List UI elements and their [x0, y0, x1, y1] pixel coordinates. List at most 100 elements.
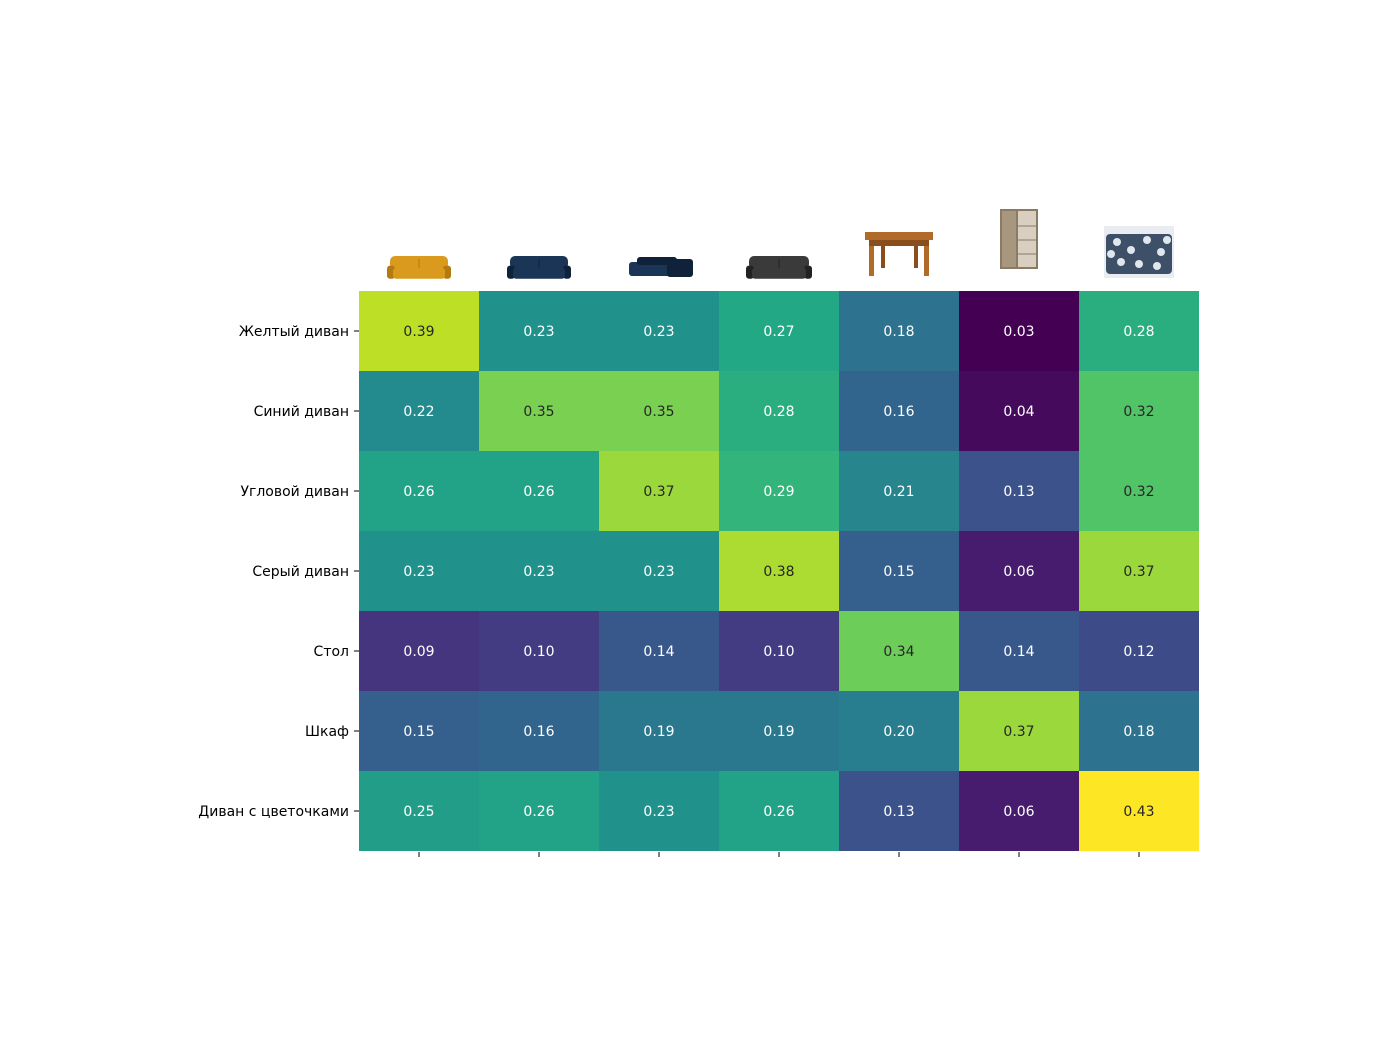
row-label-5: Шкаф [305, 724, 349, 740]
heatmap-cell-r1-c0 [359, 371, 479, 451]
heatmap-cell-r5-c0 [359, 691, 479, 771]
cell-value-r2-c3: 0.29 [763, 484, 794, 500]
heatmap-cell-r4-c4 [839, 611, 959, 691]
heatmap-cell-r6-c6 [1079, 771, 1199, 851]
heatmap-cell-r3-c1 [479, 531, 599, 611]
heatmap-cell-r6-c5 [959, 771, 1079, 851]
heatmap-cell-r0-c0 [359, 291, 479, 371]
cell-value-r2-c2: 0.37 [643, 484, 674, 500]
cell-value-r6-c3: 0.26 [763, 804, 794, 820]
cell-value-r0-c2: 0.23 [643, 324, 674, 340]
heatmap-cell-r0-c4 [839, 291, 959, 371]
heatmap-cell-r0-c6 [1079, 291, 1199, 371]
heatmap-cell-r6-c1 [479, 771, 599, 851]
cell-value-r5-c1: 0.16 [523, 724, 554, 740]
cell-value-r6-c4: 0.13 [883, 804, 914, 820]
cell-value-r1-c2: 0.35 [643, 404, 674, 420]
cell-value-r4-c3: 0.10 [763, 644, 794, 660]
cell-value-r5-c6: 0.18 [1123, 724, 1154, 740]
cell-value-r0-c5: 0.03 [1003, 324, 1034, 340]
cell-value-r1-c3: 0.28 [763, 404, 794, 420]
cell-value-r2-c6: 0.32 [1123, 484, 1154, 500]
row-label-1: Синий диван [254, 404, 349, 420]
heatmap-cell-r1-c3 [719, 371, 839, 451]
cell-value-r4-c2: 0.14 [643, 644, 674, 660]
heatmap-cell-r4-c1 [479, 611, 599, 691]
cell-value-r3-c5: 0.06 [1003, 564, 1034, 580]
cell-value-r1-c6: 0.32 [1123, 404, 1154, 420]
wardrobe-image [1000, 209, 1038, 269]
heatmap-cell-r3-c5 [959, 531, 1079, 611]
heatmap-cell-r1-c6 [1079, 371, 1199, 451]
heatmap-cell-r2-c4 [839, 451, 959, 531]
cell-value-r1-c0: 0.22 [403, 404, 434, 420]
cell-value-r0-c6: 0.28 [1123, 324, 1154, 340]
cell-value-r6-c1: 0.26 [523, 804, 554, 820]
heatmap-cells: 0.39 0.23 0.23 0.27 0.18 0.03 0.28 0.22 0.35 0.35… [359, 291, 1199, 851]
cell-value-r5-c3: 0.19 [763, 724, 794, 740]
heatmap-cell-r2-c1 [479, 451, 599, 531]
cell-value-r1-c1: 0.35 [523, 404, 554, 420]
cell-value-r0-c1: 0.23 [523, 324, 554, 340]
blue-sofa-image [507, 256, 571, 279]
heatmap-cell-r4-c2 [599, 611, 719, 691]
heatmap-cell-r3-c2 [599, 531, 719, 611]
column-images [387, 209, 1174, 279]
row-label-3: Серый диван [252, 564, 349, 580]
cell-value-r6-c0: 0.25 [403, 804, 434, 820]
heatmap-cell-r5-c1 [479, 691, 599, 771]
heatmap-cell-r6-c3 [719, 771, 839, 851]
heatmap-cell-r2-c6 [1079, 451, 1199, 531]
heatmap-cell-r6-c2 [599, 771, 719, 851]
cell-value-r2-c1: 0.26 [523, 484, 554, 500]
cell-value-r3-c2: 0.23 [643, 564, 674, 580]
cell-value-r0-c3: 0.27 [763, 324, 794, 340]
row-label-0: Желтый диван [239, 324, 349, 340]
heatmap-cell-r1-c4 [839, 371, 959, 451]
heatmap-cell-r0-c5 [959, 291, 1079, 371]
row-label-2: Угловой диван [240, 484, 349, 500]
cell-value-r6-c5: 0.06 [1003, 804, 1034, 820]
cell-value-r3-c3: 0.38 [763, 564, 794, 580]
cell-value-r0-c4: 0.18 [883, 324, 914, 340]
cell-value-r4-c5: 0.14 [1003, 644, 1034, 660]
cell-value-r5-c0: 0.15 [403, 724, 434, 740]
floral-sofa-image [1104, 226, 1174, 278]
heatmap-cell-r3-c4 [839, 531, 959, 611]
cell-value-r5-c5: 0.37 [1003, 724, 1034, 740]
heatmap-cell-r0-c3 [719, 291, 839, 371]
cell-value-r4-c6: 0.12 [1123, 644, 1154, 660]
heatmap-cell-r1-c5 [959, 371, 1079, 451]
cell-value-r3-c1: 0.23 [523, 564, 554, 580]
cell-value-r0-c0: 0.39 [403, 324, 434, 340]
cell-value-r4-c0: 0.09 [403, 644, 434, 660]
cell-value-r6-c6: 0.43 [1123, 804, 1154, 820]
heatmap-cell-r2-c2 [599, 451, 719, 531]
grey-sofa-image [746, 256, 812, 279]
heatmap-cell-r2-c0 [359, 451, 479, 531]
heatmap-cell-r5-c4 [839, 691, 959, 771]
heatmap-cell-r1-c1 [479, 371, 599, 451]
heatmap-cell-r2-c3 [719, 451, 839, 531]
heatmap-cell-r4-c6 [1079, 611, 1199, 691]
heatmap-cell-r5-c5 [959, 691, 1079, 771]
cell-value-r4-c4: 0.34 [883, 644, 914, 660]
heatmap-cell-r4-c3 [719, 611, 839, 691]
heatmap-cell-r2-c5 [959, 451, 1079, 531]
heatmap-cell-r3-c0 [359, 531, 479, 611]
heatmap-cell-r5-c2 [599, 691, 719, 771]
row-label-4: Стол [314, 644, 349, 660]
cell-value-r6-c2: 0.23 [643, 804, 674, 820]
heatmap-cell-r5-c3 [719, 691, 839, 771]
heatmap-cell-r5-c6 [1079, 691, 1199, 771]
wooden-table-image [865, 232, 933, 276]
cell-value-r3-c6: 0.37 [1123, 564, 1154, 580]
cell-value-r1-c4: 0.16 [883, 404, 914, 420]
cell-value-r5-c4: 0.20 [883, 724, 914, 740]
cell-value-r2-c5: 0.13 [1003, 484, 1034, 500]
heatmap-cell-r4-c0 [359, 611, 479, 691]
heatmap-cell-r0-c1 [479, 291, 599, 371]
cell-value-r3-c4: 0.15 [883, 564, 914, 580]
cell-value-r2-c0: 0.26 [403, 484, 434, 500]
cell-value-r3-c0: 0.23 [403, 564, 434, 580]
